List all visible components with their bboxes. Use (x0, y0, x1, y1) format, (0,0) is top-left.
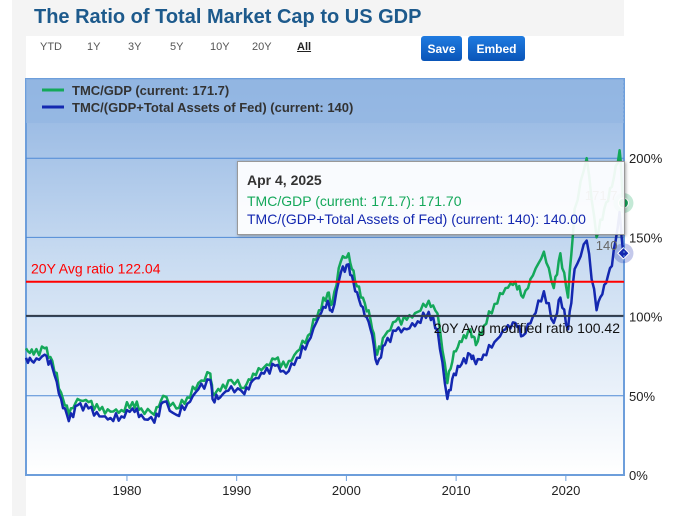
save-button[interactable]: Save (421, 36, 462, 61)
title-bar (12, 0, 624, 36)
page-title: The Ratio of Total Market Cap to US GDP (34, 6, 422, 28)
x-tick-label: 1980 (112, 483, 141, 498)
range-all[interactable]: All (297, 41, 312, 53)
range-ytd[interactable]: YTD (40, 41, 62, 53)
legend-background (26, 79, 624, 123)
range-20y[interactable]: 20Y (252, 41, 272, 53)
y-tick-label: 100% (629, 310, 663, 325)
x-tick-label: 1990 (222, 483, 251, 498)
x-tick-label: 2020 (551, 483, 580, 498)
range-3y[interactable]: 3Y (128, 41, 142, 53)
y-tick-label: 50% (629, 389, 655, 404)
x-tick-label: 2000 (332, 483, 361, 498)
range-5y[interactable]: 5Y (170, 41, 184, 53)
range-1y[interactable]: 1Y (87, 41, 101, 53)
legend-label-tmc-fed[interactable]: TMC/(GDP+Total Assets of Fed) (current: … (72, 100, 353, 115)
tooltip-tmc-gdp: TMC/GDP (current: 171.7): 171.70 (247, 193, 462, 209)
hover-marker[interactable] (617, 246, 630, 260)
tooltip-tmc-fed: TMC/(GDP+Total Assets of Fed) (current: … (247, 211, 586, 227)
x-tick-label: 2010 (442, 483, 471, 498)
tooltip-date: Apr 4, 2025 (247, 172, 322, 188)
y-tick-label: 200% (629, 151, 663, 166)
page-margin (12, 0, 26, 516)
range-10y[interactable]: 10Y (210, 41, 230, 53)
end-label: 140 (596, 238, 618, 253)
embed-button[interactable]: Embed (468, 36, 525, 61)
series-line-1[interactable] (24, 210, 625, 424)
y-tick-label: 150% (629, 230, 663, 245)
tooltip: Apr 4, 2025 TMC/GDP (current: 171.7): 17… (237, 161, 625, 235)
series-line-0[interactable] (24, 149, 625, 417)
legend-label-tmc-gdp[interactable]: TMC/GDP (current: 171.7) (72, 83, 229, 98)
avg-ratio-label: 20Y Avg ratio 122.04 (31, 261, 161, 277)
avg-modified-ratio-label: 20Y Avg modified ratio 100.42 (434, 320, 621, 336)
y-tick-label: 0% (629, 468, 648, 483)
